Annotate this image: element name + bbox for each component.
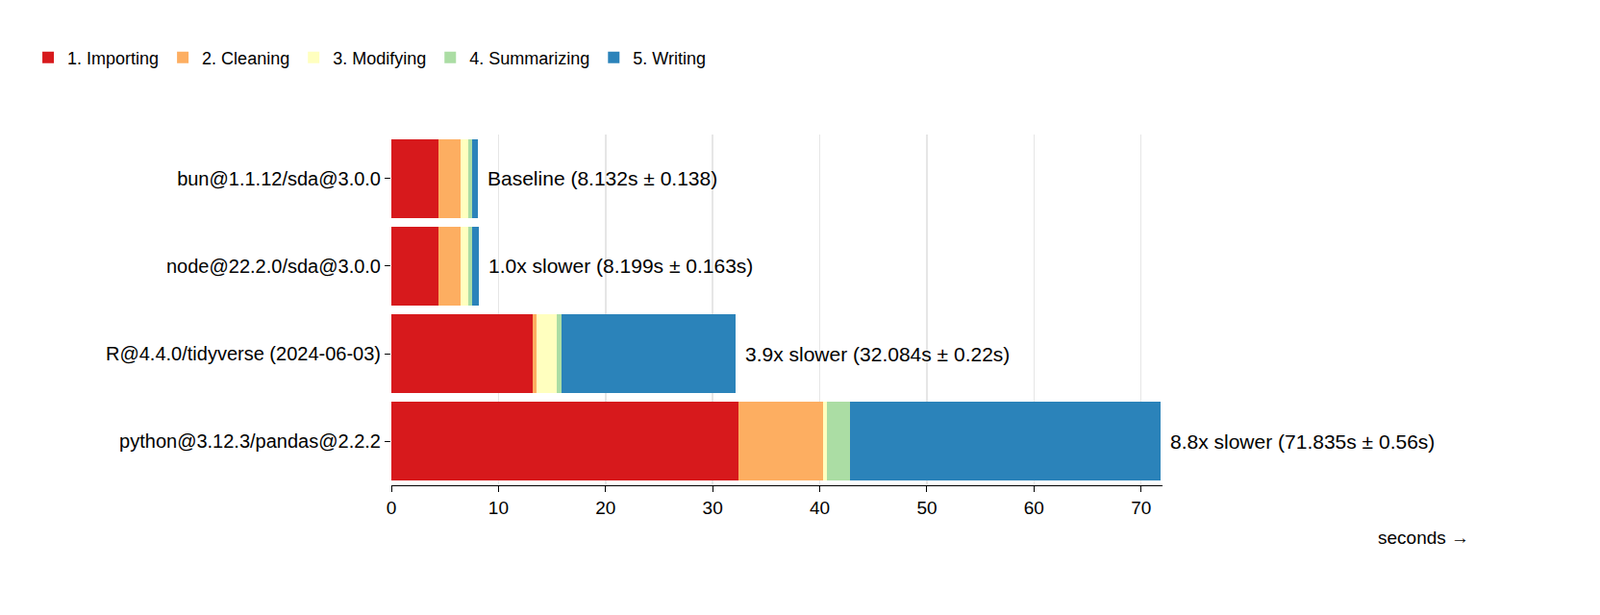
svg-text:2. Cleaning: 2. Cleaning	[201, 49, 290, 69]
svg-text:3.9x slower (32.084s ± 0.22s): 3.9x slower (32.084s ± 0.22s)	[745, 343, 1010, 366]
svg-text:seconds →: seconds →	[1377, 527, 1470, 549]
svg-text:8.8x slower (71.835s ± 0.56s): 8.8x slower (71.835s ± 0.56s)	[1170, 430, 1435, 453]
svg-text:0: 0	[386, 498, 398, 519]
svg-text:node@22.2.0/sda@3.0.0: node@22.2.0/sda@3.0.0	[166, 255, 381, 277]
svg-text:20: 20	[595, 498, 616, 519]
svg-text:40: 40	[809, 498, 830, 519]
svg-text:python@3.12.3/pandas@2.2.2: python@3.12.3/pandas@2.2.2	[119, 430, 381, 452]
svg-text:Baseline (8.132s ± 0.138): Baseline (8.132s ± 0.138)	[487, 167, 718, 190]
svg-text:70: 70	[1130, 498, 1151, 519]
svg-text:4. Summarizing: 4. Summarizing	[469, 49, 590, 69]
svg-text:R@4.4.0/tidyverse (2024-06-03): R@4.4.0/tidyverse (2024-06-03)	[105, 343, 381, 365]
svg-text:30: 30	[702, 498, 724, 519]
svg-text:1.0x slower (8.199s ± 0.163s): 1.0x slower (8.199s ± 0.163s)	[488, 254, 753, 277]
svg-text:50: 50	[916, 498, 937, 519]
svg-text:5. Writing: 5. Writing	[632, 49, 706, 69]
svg-text:1. Importing: 1. Importing	[67, 49, 159, 69]
svg-text:60: 60	[1024, 498, 1045, 519]
svg-text:3. Modifying: 3. Modifying	[332, 49, 426, 69]
svg-text:bun@1.1.12/sda@3.0.0: bun@1.1.12/sda@3.0.0	[176, 168, 381, 190]
svg-text:10: 10	[488, 498, 509, 519]
